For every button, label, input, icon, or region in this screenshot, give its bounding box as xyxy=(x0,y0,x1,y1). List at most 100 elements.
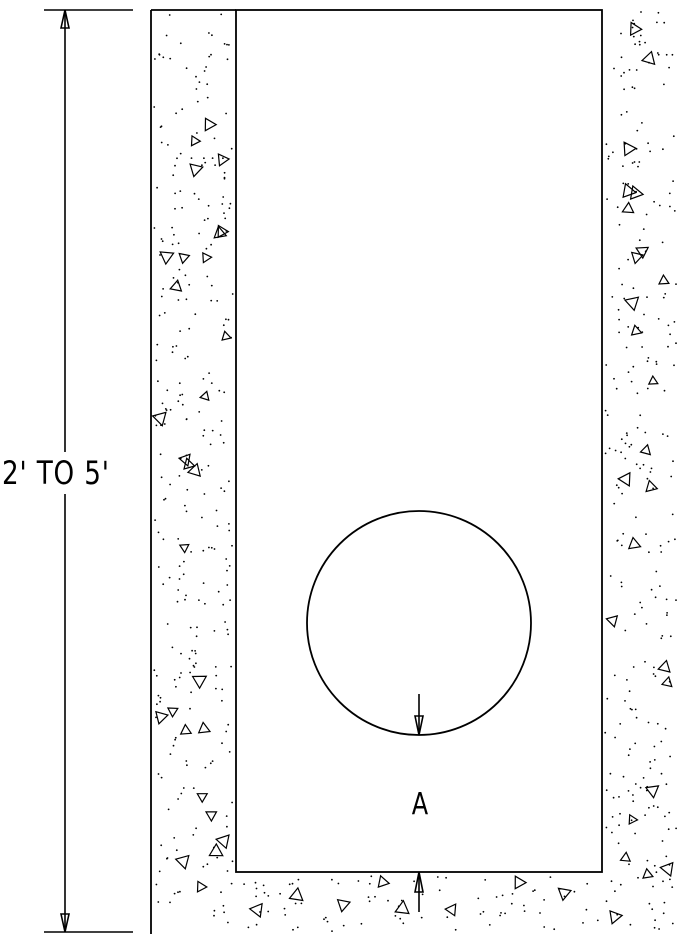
stipple-dot xyxy=(211,429,214,432)
stipple-dot xyxy=(636,129,639,132)
stipple-dot xyxy=(174,738,177,741)
stipple-dot xyxy=(186,355,189,358)
stipple-dot xyxy=(226,58,229,61)
stipple-dot xyxy=(627,371,630,373)
stipple-dot xyxy=(605,364,608,366)
stipple-dot xyxy=(222,157,224,160)
stipple-dot xyxy=(523,904,525,907)
stipple-dot xyxy=(179,42,182,45)
stipple-dot xyxy=(618,331,620,334)
aggregate-triangle xyxy=(214,834,230,850)
stipple-dot xyxy=(634,742,637,745)
stipple-dot xyxy=(178,382,181,385)
stipple-dot xyxy=(667,828,670,831)
stipple-dot xyxy=(300,902,303,905)
stipple-dot xyxy=(638,161,641,163)
stipple-dot xyxy=(654,596,657,599)
stipple-dot xyxy=(674,538,676,541)
stipple-dot xyxy=(204,161,207,164)
stipple-dot xyxy=(159,126,162,128)
stipple-dot xyxy=(228,565,231,567)
stipple-dot xyxy=(173,233,175,236)
stipple-dot xyxy=(646,296,648,298)
stipple-dot xyxy=(223,176,226,179)
stipple-dot xyxy=(160,295,163,298)
stipple-dot xyxy=(609,575,612,577)
stipple-dot xyxy=(675,827,677,830)
aggregate-triangle xyxy=(183,457,196,470)
stipple-dot xyxy=(179,330,182,332)
aggregate-triangle xyxy=(336,898,352,913)
stipple-dot xyxy=(223,212,225,215)
aggregate-triangle xyxy=(221,330,233,341)
stipple-dot xyxy=(179,394,182,397)
aggregate-triangle xyxy=(198,390,210,402)
stipple-dot xyxy=(160,844,163,847)
stipple-dot xyxy=(172,174,175,177)
stipple-dot xyxy=(655,871,658,874)
stipple-dot xyxy=(167,144,169,146)
stipple-dot xyxy=(222,441,225,444)
stipple-dot xyxy=(666,612,668,614)
stipple-dot xyxy=(612,151,614,154)
stipple-dot xyxy=(171,646,174,649)
aggregate-triangle xyxy=(178,543,190,554)
stipple-dot xyxy=(201,516,203,519)
stipple-dot xyxy=(623,88,625,91)
aggregate-triangle xyxy=(514,875,528,890)
aggregate-triangle xyxy=(377,874,391,889)
stipple-dot xyxy=(582,922,584,924)
stipple-dot xyxy=(226,825,228,828)
stipple-dot xyxy=(665,598,668,601)
stipple-dot xyxy=(611,831,613,834)
stipple-dot xyxy=(230,665,233,668)
stipple-dot xyxy=(175,685,177,688)
aggregate-triangle xyxy=(189,163,204,178)
stipple-dot xyxy=(164,497,167,500)
stipple-dot xyxy=(370,875,373,878)
stipple-dot xyxy=(510,902,513,905)
stipple-dot xyxy=(438,889,441,892)
stipple-dot xyxy=(673,321,676,323)
stipple-dot xyxy=(155,883,158,886)
stipple-dot xyxy=(226,870,229,872)
stipple-dot xyxy=(225,318,227,321)
stipple-dot xyxy=(622,165,624,168)
stipple-dot xyxy=(194,650,197,652)
stipple-dot xyxy=(219,434,222,436)
stipple-dot xyxy=(368,900,371,903)
stipple-dot xyxy=(177,891,179,894)
stipple-dot xyxy=(174,192,177,195)
stipple-dot xyxy=(624,700,626,702)
stipple-dot xyxy=(622,532,625,535)
stipple-dot xyxy=(153,106,156,108)
stipple-dot xyxy=(228,207,231,210)
stipple-dot xyxy=(500,912,502,914)
stipple-dot xyxy=(284,914,287,916)
stipple-dot xyxy=(653,745,656,748)
stipple-dot xyxy=(642,228,645,231)
stipple-dot xyxy=(653,926,656,929)
stipple-dot xyxy=(657,11,660,14)
stipple-dot xyxy=(652,885,654,888)
stipple-dot xyxy=(162,583,165,586)
stipple-dot xyxy=(195,827,198,830)
stipple-dot xyxy=(157,901,160,903)
stipple-dot xyxy=(543,899,545,901)
stipple-dot xyxy=(155,424,158,427)
aggregate-triangle xyxy=(647,374,659,385)
stipple-dot xyxy=(606,414,609,416)
stipple-dot xyxy=(169,57,172,60)
stipple-dot xyxy=(186,764,188,767)
stipple-dot xyxy=(643,313,645,316)
stipple-dot xyxy=(189,626,192,629)
stipple-dot xyxy=(635,463,638,466)
stipple-dot xyxy=(669,755,671,758)
stipple-dot xyxy=(673,364,675,367)
stipple-dot xyxy=(227,318,230,321)
stipple-dot xyxy=(292,928,294,931)
stipple-dot xyxy=(669,205,671,208)
stipple-dot xyxy=(619,723,622,725)
stipple-dot xyxy=(225,815,228,817)
dimension-bottom-arrow xyxy=(60,913,70,933)
